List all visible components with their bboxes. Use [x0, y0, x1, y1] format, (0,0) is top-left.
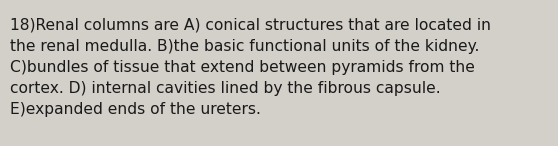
Text: 18)Renal columns are A) conical structures that are located in
the renal medulla: 18)Renal columns are A) conical structur… — [10, 18, 491, 118]
